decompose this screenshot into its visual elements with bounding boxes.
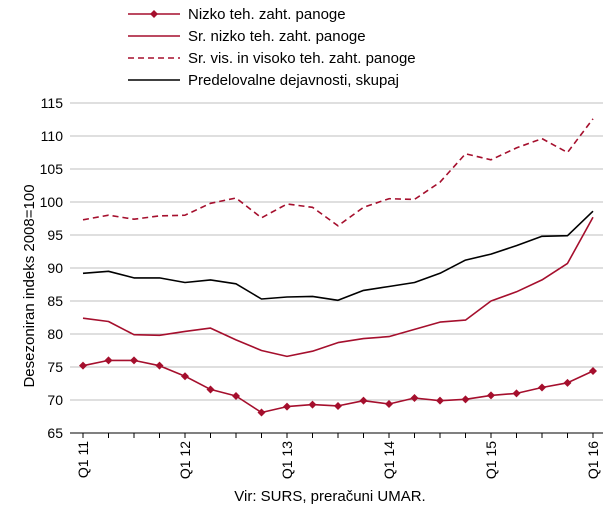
y-tick-label: 70 — [47, 392, 63, 408]
legend: Nizko teh. zaht. panoge Sr. nizko teh. za… — [128, 6, 416, 89]
data-point-marker — [589, 366, 597, 375]
data-point-marker — [283, 402, 291, 411]
legend-label: Nizko teh. zaht. panoge — [188, 6, 346, 23]
data-point-marker — [563, 378, 572, 387]
x-tick-label: Q1 14 — [381, 441, 397, 479]
legend-marker — [150, 10, 158, 18]
data-point-marker — [232, 392, 240, 401]
data-point-marker — [155, 361, 164, 370]
data-point-marker — [104, 356, 113, 365]
series-line-4 — [82, 210, 594, 302]
y-tick-label: 75 — [47, 359, 63, 375]
x-tick-label: Q1 16 — [585, 441, 601, 479]
source-note: Vir: SURS, preračuni UMAR. — [234, 488, 425, 505]
series-lines — [79, 118, 597, 417]
y-axis-title: Desezoniran indeks 2008=100 — [21, 184, 38, 387]
data-point-marker — [385, 399, 393, 408]
x-tick-label: Q1 15 — [483, 441, 499, 479]
y-tick-label: 100 — [40, 194, 64, 210]
data-point-marker — [359, 396, 368, 405]
y-tick-label: 95 — [47, 227, 63, 243]
y-tick-label: 115 — [41, 95, 64, 111]
data-point-marker — [334, 401, 342, 410]
legend-label: Predelovalne dejavnosti, skupaj — [188, 72, 399, 89]
gridlines — [70, 102, 603, 401]
data-point-marker — [130, 356, 138, 365]
data-point-marker — [512, 389, 521, 398]
x-tick-label: Q1 12 — [177, 441, 193, 479]
y-tick-label: 80 — [47, 326, 63, 342]
data-point-marker — [538, 383, 546, 392]
data-point-marker — [257, 408, 266, 417]
legend-label: Sr. vis. in visoko teh. zaht. panoge — [188, 50, 416, 67]
series-line-2 — [82, 216, 594, 358]
data-point-marker — [206, 385, 215, 394]
x-tick-label: Q1 13 — [279, 441, 295, 479]
y-tick-label: 65 — [47, 425, 63, 441]
y-tick-label: 90 — [47, 260, 63, 276]
data-point-marker — [487, 391, 495, 400]
data-point-marker — [181, 372, 189, 381]
x-tick-label: Q1 11 — [75, 441, 91, 478]
data-point-marker — [308, 400, 317, 409]
data-point-marker — [79, 361, 87, 370]
legend-label: Sr. nizko teh. zaht. panoge — [188, 28, 366, 45]
data-point-marker — [436, 396, 444, 405]
series-line-3 — [82, 118, 594, 227]
data-point-marker — [410, 394, 419, 403]
y-tick-label: 85 — [47, 293, 63, 309]
axes: 65 70 75 80 85 90 95 100 105 110 115 Q1 11 Q1 12 Q1 1… — [40, 95, 603, 479]
data-point-marker — [461, 395, 470, 404]
y-tick-label: 110 — [41, 128, 64, 144]
y-tick-label: 105 — [40, 161, 64, 177]
